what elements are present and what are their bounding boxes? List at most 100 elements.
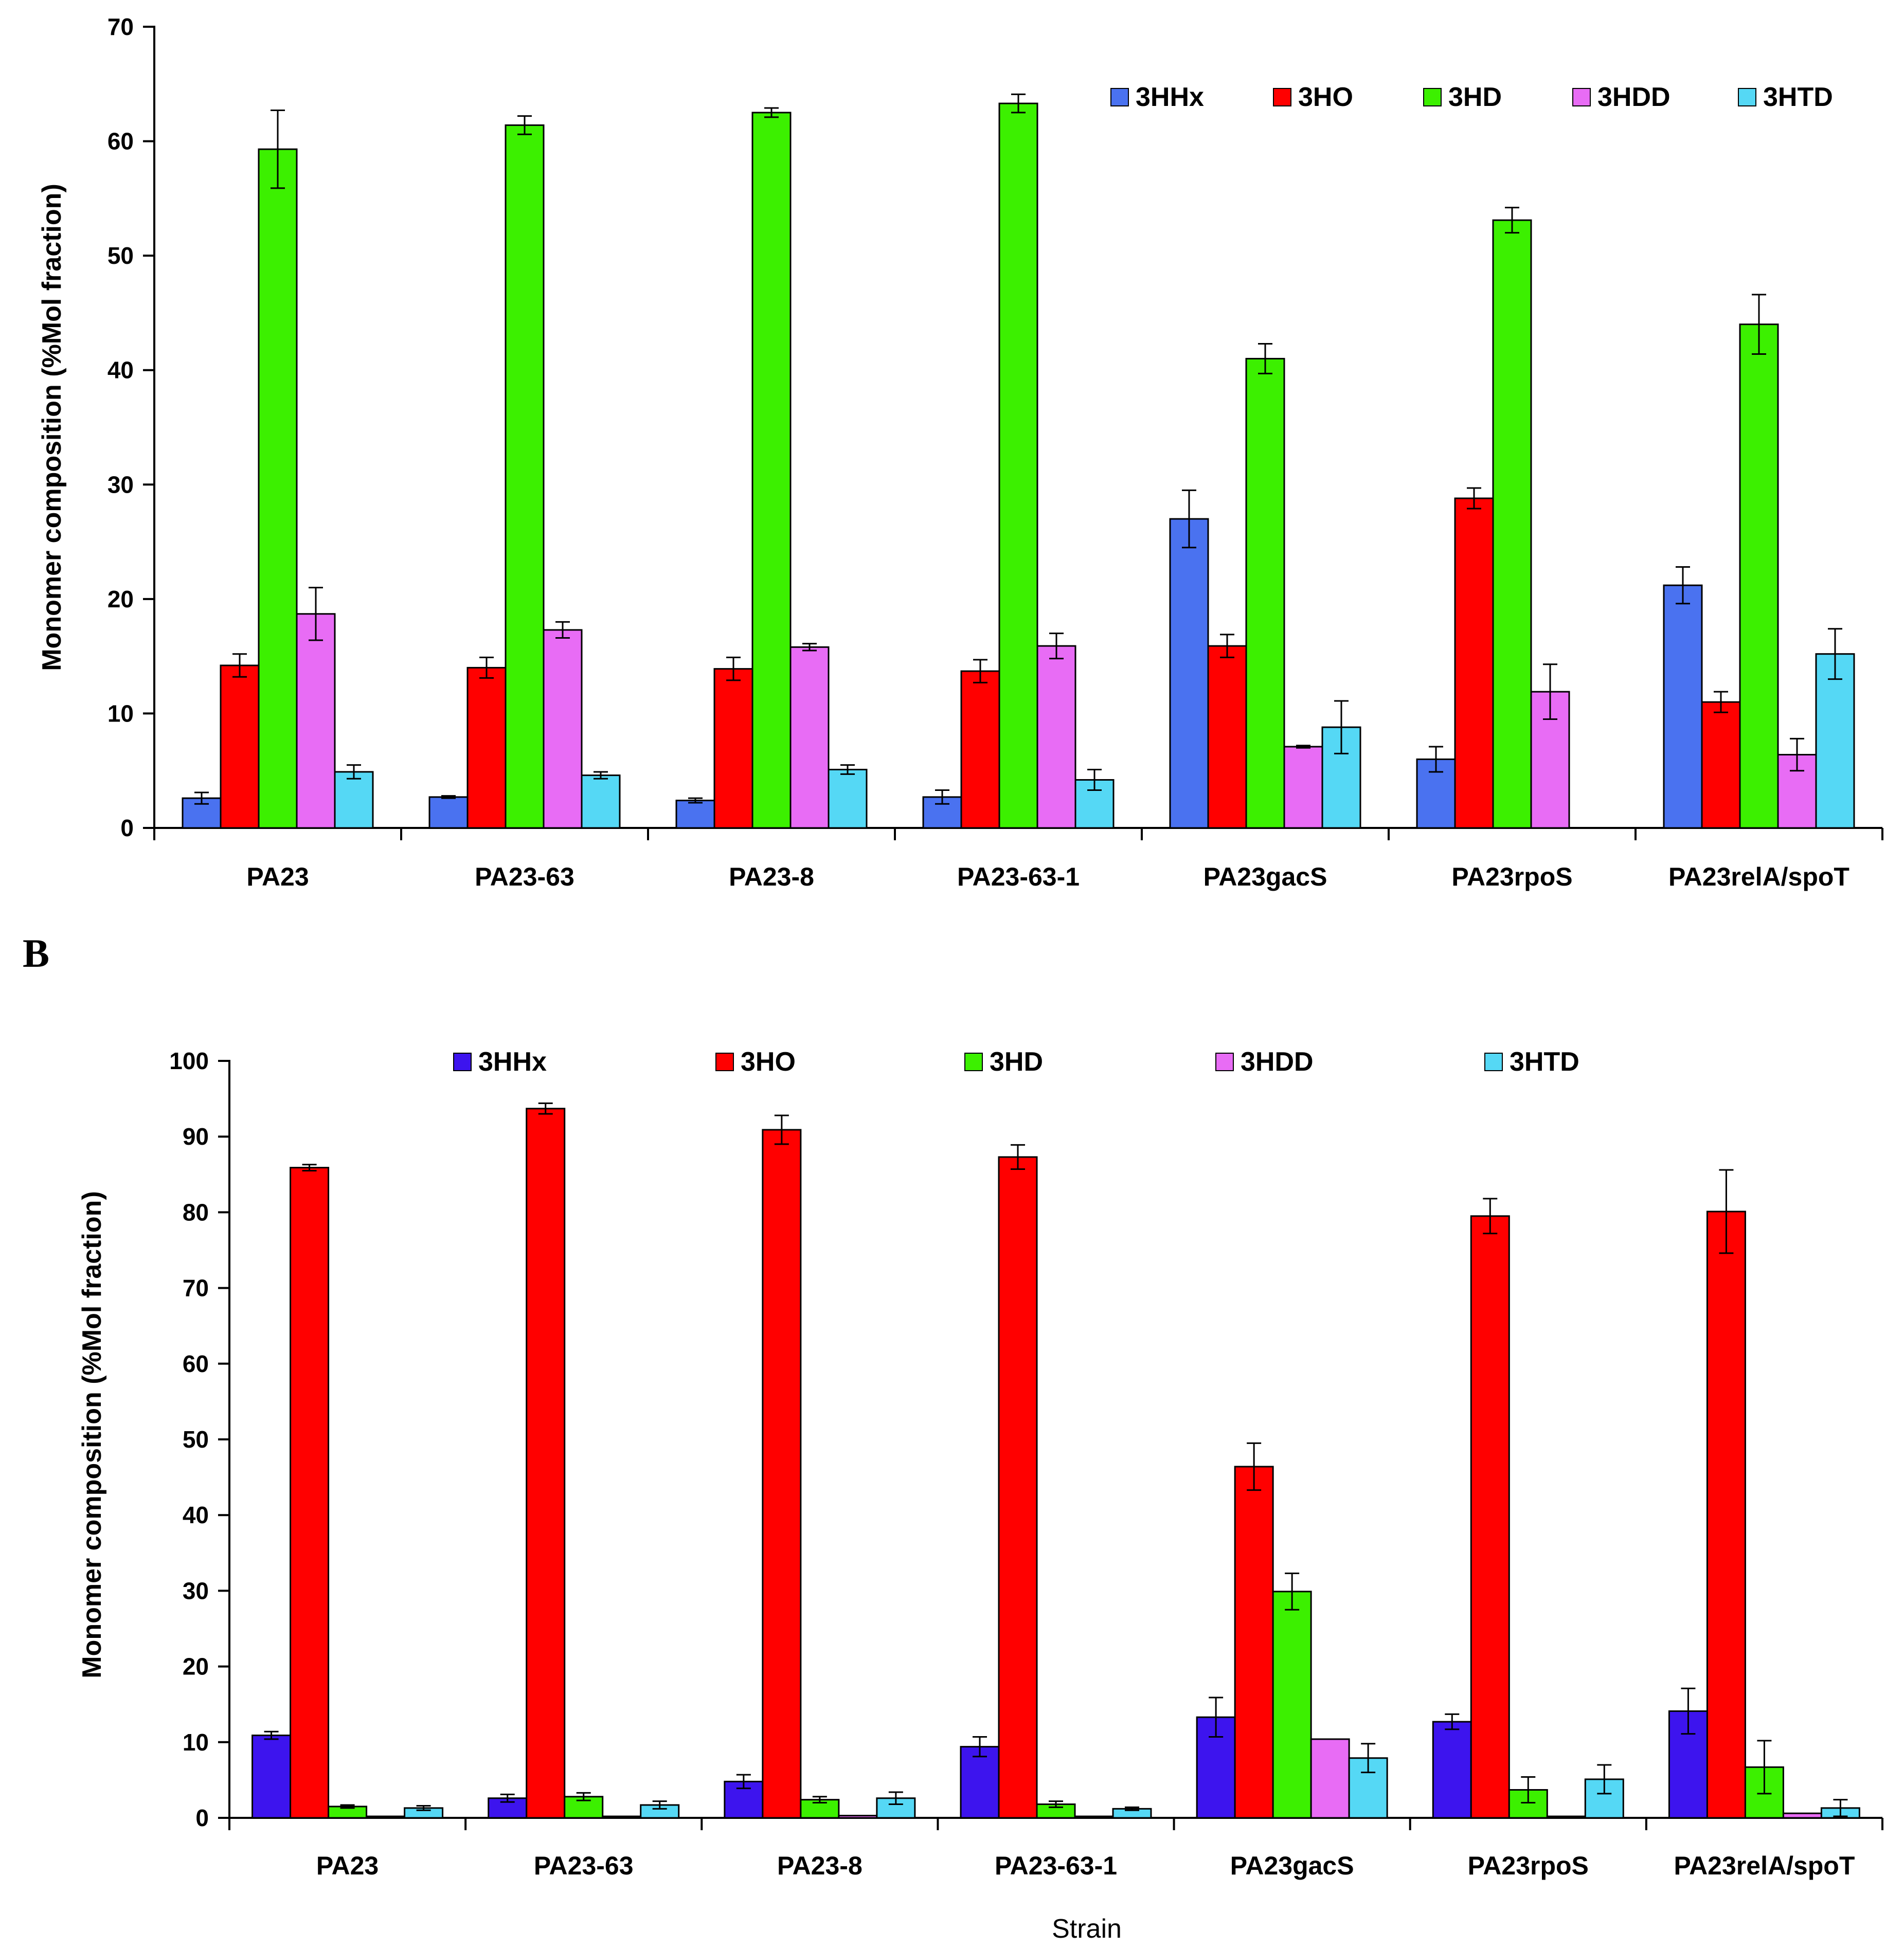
legend: 3HHx 3HO 3HD 3HDD 3HTD	[1110, 82, 1833, 112]
legend-swatch-3hd	[964, 1053, 983, 1071]
bar-3ho-pa23rpos	[1454, 497, 1494, 829]
category-label-pa23rpos: PA23rpoS	[1468, 1851, 1589, 1880]
y-tick-label: 20	[107, 586, 134, 612]
y-tick-label: 40	[107, 357, 134, 384]
bar-3hd-pa23-8	[751, 112, 792, 829]
category-label-pa23-63-1: PA23-63-1	[995, 1851, 1117, 1880]
bar-3ho-pa23-8	[762, 1129, 802, 1819]
bar-3htd-pa23rela-spot	[1815, 653, 1855, 829]
bar-3ho-pa23	[290, 1167, 330, 1819]
legend-label-3htd: 3HTD	[1510, 1047, 1579, 1077]
category-label-pa23gacs: PA23gacS	[1230, 1851, 1354, 1880]
bar-3hd-pa23-63	[505, 124, 545, 829]
category-label-pa23rela-spot: PA23relA/spoT	[1674, 1851, 1855, 1880]
legend-label-3hdd: 3HDD	[1241, 1047, 1314, 1077]
y-tick-label: 10	[107, 700, 134, 727]
bar-3hdd-pa23-63-1	[1074, 1815, 1114, 1819]
category-label-pa23-63: PA23-63	[475, 862, 574, 891]
bar-3ho-pa23gacs	[1207, 645, 1247, 829]
y-tick-label: 60	[107, 128, 134, 155]
legend-swatch-3hdd	[1215, 1053, 1234, 1071]
category-label-pa23: PA23	[246, 862, 309, 891]
x-axis-title: Strain	[1052, 1914, 1122, 1944]
bar-3hhx-pa23gacs	[1169, 518, 1209, 829]
bar-3ho-pa23gacs	[1234, 1466, 1274, 1819]
legend-label-3hdd: 3HDD	[1597, 82, 1671, 112]
bar-3ho-pa23-63	[466, 666, 507, 829]
legend-swatch-3hhx	[453, 1053, 472, 1071]
bar-3htd-pa23-63	[581, 774, 621, 829]
y-axis-title: Monomer composition (%Mol fraction)	[37, 184, 67, 671]
bar-3hhx-pa23-63	[428, 796, 469, 829]
category-label-pa23rpos: PA23rpoS	[1451, 862, 1572, 891]
bar-3hhx-pa23	[252, 1735, 292, 1819]
category-label-pa23gacs: PA23gacS	[1204, 862, 1327, 891]
y-tick-label: 40	[183, 1502, 209, 1528]
bar-3hdd-pa23gacs	[1283, 746, 1323, 829]
legend-swatch-3htd	[1738, 88, 1756, 106]
bar-3htd-pa23-8	[828, 768, 868, 829]
bar-3hd-pa23gacs	[1245, 357, 1285, 829]
y-tick-label: 30	[183, 1577, 209, 1604]
bar-3ho-pa23rela-spot	[1706, 1211, 1746, 1819]
category-label-pa23rela-spot: PA23relA/spoT	[1668, 862, 1849, 891]
y-tick-label: 0	[195, 1804, 209, 1831]
y-tick-label: 70	[183, 1275, 209, 1302]
bar-3ho-pa23	[220, 664, 260, 829]
bar-3htd-pa23	[334, 771, 374, 829]
bar-3ho-pa23rpos	[1470, 1215, 1510, 1819]
y-tick-label: 30	[107, 471, 134, 498]
legend-swatch-3ho	[715, 1053, 734, 1071]
y-tick-label: 100	[169, 1048, 209, 1074]
chart-a: 0 10 20 30 40 50 60 70 Monomer composition (%Mol…	[37, 13, 1883, 891]
category-label-pa23-63: PA23-63	[534, 1851, 634, 1880]
panel-label-b: B	[23, 931, 49, 976]
bar-3hhx-pa23rela-spot	[1663, 584, 1703, 829]
y-tick-label: 70	[107, 13, 134, 40]
y-tick-label: 60	[183, 1350, 209, 1377]
bar-3hd-pa23rela-spot	[1739, 323, 1779, 829]
bar-3hd-pa23gacs	[1272, 1591, 1312, 1819]
bar-3ho-pa23-63	[526, 1108, 566, 1819]
bar-3hdd-pa23rpos	[1546, 1815, 1586, 1819]
bar-3hdd-pa23rela-spot	[1782, 1812, 1822, 1819]
legend-swatch-3ho	[1273, 88, 1291, 106]
bar-3hdd-pa23-8	[789, 646, 830, 829]
legend-label-3hd: 3HD	[1448, 82, 1502, 112]
y-axis-title: Monomer composition (%Mol fraction)	[77, 1191, 107, 1679]
legend-swatch-3hhx	[1110, 88, 1129, 106]
bar-3htd-pa23-63-1	[1074, 779, 1115, 829]
bar-3hhx-pa23-8	[675, 800, 715, 829]
bar-3ho-pa23-63-1	[998, 1156, 1038, 1819]
chart-b: 0 10 20 30 40 50 60 70 80 90 100 Monomer compositio…	[77, 1047, 1883, 1944]
bar-3hdd-pa23	[296, 613, 336, 829]
legend-swatch-3hd	[1423, 88, 1442, 106]
legend-label-3hhx: 3HHx	[478, 1047, 547, 1077]
bar-3hdd-pa23-8	[838, 1815, 878, 1819]
category-label-pa23-8: PA23-8	[777, 1851, 863, 1880]
bar-3hdd-pa23-63	[543, 629, 583, 829]
bar-3hdd-pa23-63-1	[1036, 645, 1076, 829]
bar-3hdd-pa23-63	[602, 1815, 642, 1819]
y-tick-label: 50	[183, 1426, 209, 1453]
bar-3ho-pa23rela-spot	[1701, 701, 1741, 829]
legend-label-3hhx: 3HHx	[1136, 82, 1204, 112]
bar-3hd-pa23-63-1	[998, 102, 1038, 829]
y-tick-label: 0	[120, 815, 134, 841]
y-tick-label: 20	[183, 1653, 209, 1680]
bar-3hhx-pa23-63-1	[960, 1746, 1000, 1819]
y-tick-label: 90	[183, 1123, 209, 1150]
legend-label-3ho: 3HO	[1298, 82, 1353, 112]
category-label-pa23-63-1: PA23-63-1	[957, 862, 1080, 891]
bar-3hhx-pa23rpos	[1432, 1721, 1472, 1819]
legend: 3HHx 3HO 3HD 3HDD 3HTD	[453, 1047, 1579, 1077]
bar-3hhx-pa23-8	[724, 1780, 764, 1819]
category-label-pa23-8: PA23-8	[729, 862, 814, 891]
bar-3ho-pa23-63-1	[960, 670, 1000, 829]
y-tick-label: 80	[183, 1199, 209, 1225]
bar-3hd-pa23	[258, 148, 298, 829]
legend-label-3htd: 3HTD	[1763, 82, 1833, 112]
bar-3hdd-pa23gacs	[1310, 1738, 1350, 1819]
category-label-pa23: PA23	[316, 1851, 379, 1880]
